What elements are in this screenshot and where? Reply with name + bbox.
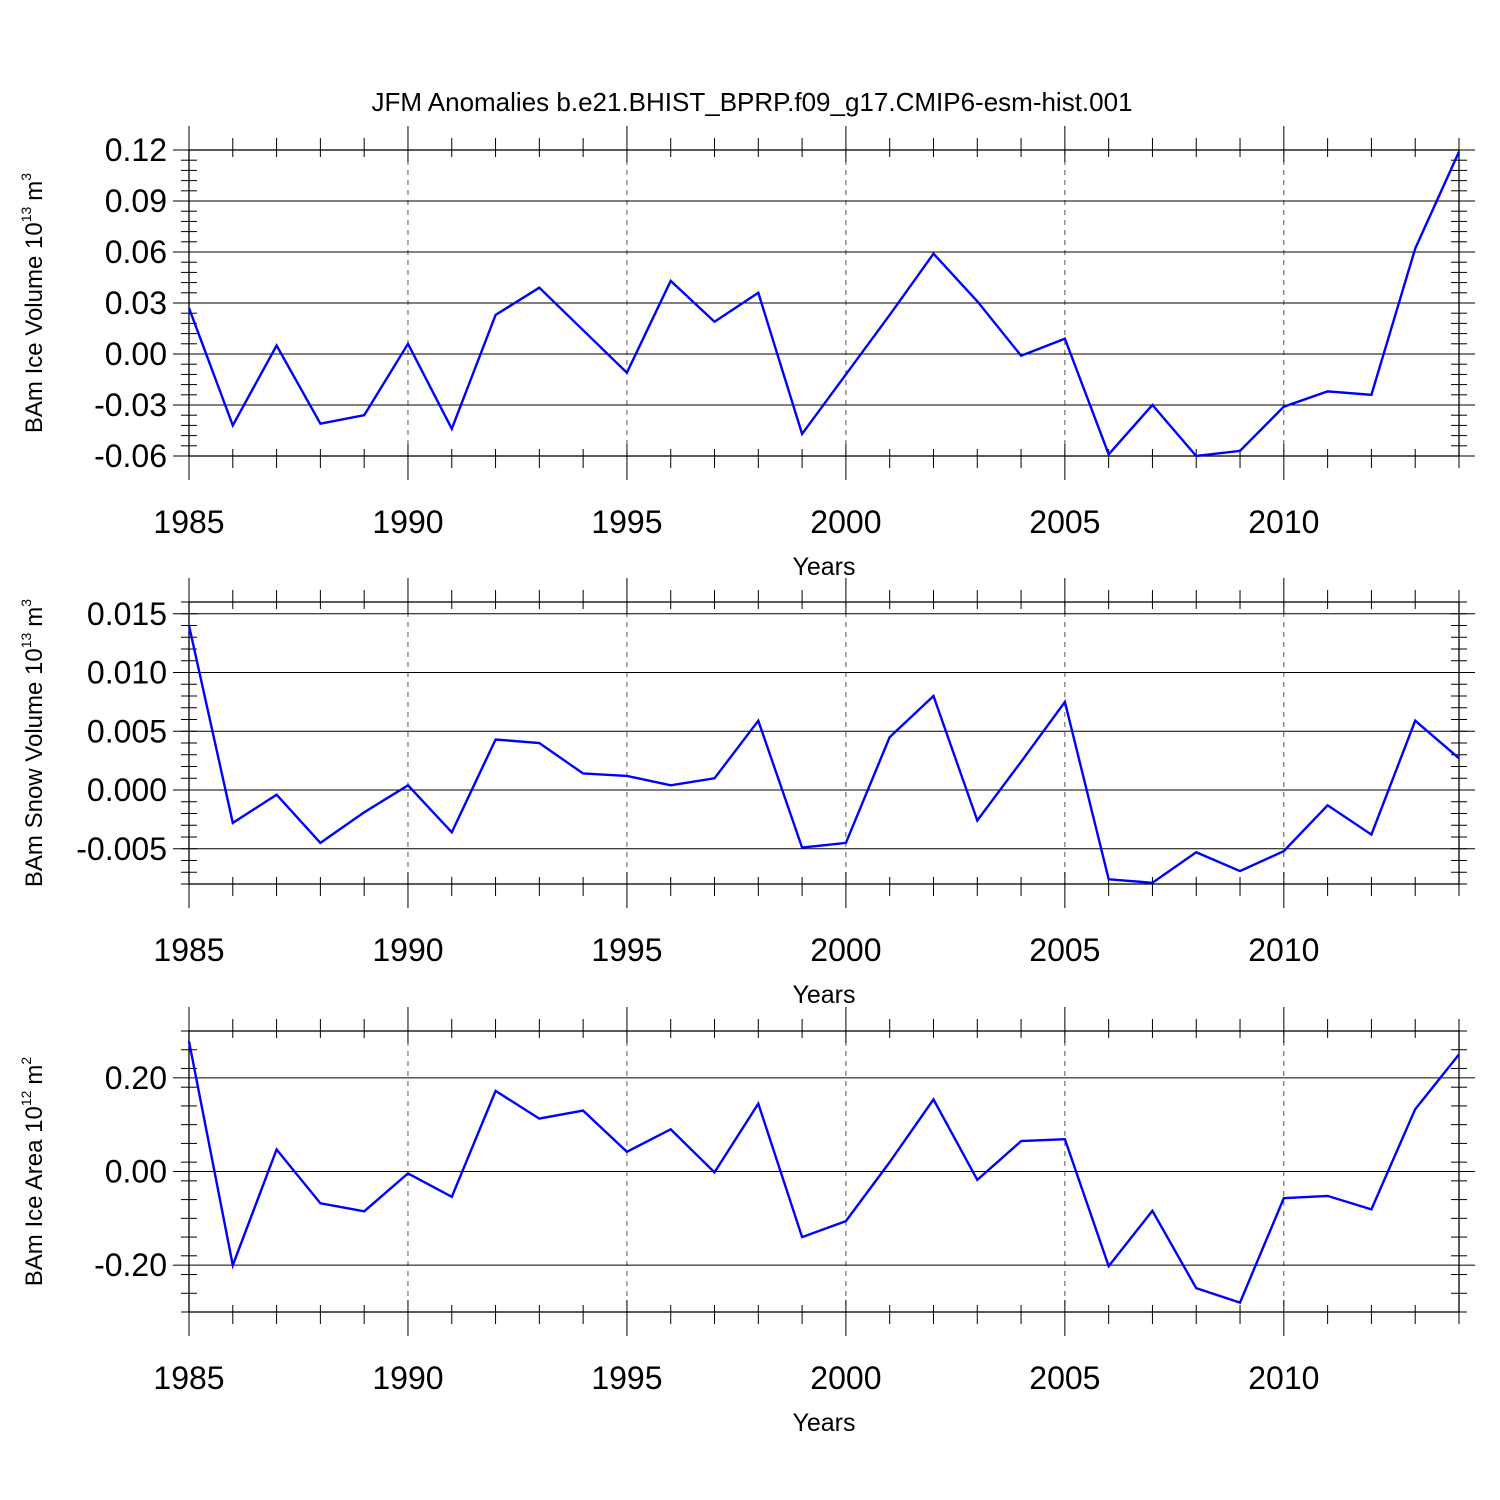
x-tick-label: 2005: [1029, 932, 1100, 968]
y-tick-label: 0.03: [105, 285, 167, 321]
y-tick-label: -0.03: [94, 387, 167, 423]
x-tick-label: 1990: [372, 932, 443, 968]
y-tick-label: 0.00: [105, 1154, 167, 1190]
y-axis-title-unit: m: [21, 1065, 48, 1085]
x-tick-label: 1985: [153, 932, 224, 968]
y-tick-label: 0.010: [87, 655, 167, 691]
chart-panels: 0.12 0.09 0.06 0.03 0.00 -0.03 -0.06 1985 1990 19…: [18, 126, 1475, 1437]
x-tick-label: 1985: [153, 1360, 224, 1396]
y-axis-title-unit: m: [21, 181, 48, 201]
x-tick-label: 1990: [372, 504, 443, 540]
y-axis-title-prefix: BAm Snow Volume 10: [21, 648, 48, 887]
y-tick-label: 0.09: [105, 183, 167, 219]
x-axis-title: Years: [792, 1409, 855, 1437]
y-tick-label: 0.00: [105, 336, 167, 372]
y-tick-label: -0.005: [76, 831, 167, 867]
y-tick-label: 0.20: [105, 1060, 167, 1096]
x-tick-label: 2005: [1029, 1360, 1100, 1396]
x-axis-title: Years: [792, 981, 855, 1009]
series-line: [187, 625, 1460, 885]
y-tick-label: 0.000: [87, 772, 167, 808]
y-tick-label: 0.12: [105, 132, 167, 168]
x-tick-label: 2010: [1248, 504, 1319, 540]
x-axis-title: Years: [792, 553, 855, 581]
chart-panel-2: 0.015 0.010 0.005 0.000 -0.005 1985 1990 1995 20…: [18, 578, 1475, 1009]
y-axis-title-unit: m: [21, 607, 48, 627]
y-tick-label: 0.005: [87, 713, 167, 749]
x-tick-label: 2010: [1248, 932, 1319, 968]
x-tick-label: 2000: [810, 932, 881, 968]
y-axis-title-exponent: 13: [18, 207, 34, 223]
y-tick-label: -0.06: [94, 438, 167, 474]
y-axis-title-unit-exponent: 3: [18, 173, 34, 181]
x-tick-label: 2010: [1248, 1360, 1319, 1396]
series-line: [187, 1041, 1460, 1305]
x-tick-label: 2000: [810, 1360, 881, 1396]
x-tick-label: 2005: [1029, 504, 1100, 540]
x-tick-label: 2000: [810, 504, 881, 540]
x-tick-label: 1985: [153, 504, 224, 540]
y-tick-label: -0.20: [94, 1247, 167, 1283]
chart-panel-3: 0.20 0.00 -0.20 1985 1990 1995 2000 2005 2010 Yea…: [18, 1007, 1475, 1437]
chart-panel-1: 0.12 0.09 0.06 0.03 0.00 -0.03 -0.06 1985 1990 19…: [18, 126, 1475, 581]
y-axis-title: BAm Ice Volume 1013 m3: [18, 173, 48, 433]
y-axis-title-prefix: BAm Ice Volume 10: [21, 222, 48, 433]
y-axis-title-prefix: BAm Ice Area 10: [21, 1106, 48, 1286]
y-axis-title-unit-exponent: 2: [18, 1057, 34, 1065]
x-tick-label: 1990: [372, 1360, 443, 1396]
y-axis-title-exponent: 12: [18, 1090, 34, 1106]
y-tick-label: 0.06: [105, 234, 167, 270]
y-tick-label: 0.015: [87, 596, 167, 632]
x-tick-label: 1995: [591, 932, 662, 968]
series-line: [187, 151, 1461, 458]
y-axis-title-unit-exponent: 3: [18, 599, 34, 607]
y-axis-title: BAm Ice Area 1012 m2: [18, 1057, 48, 1287]
y-axis-title: BAm Snow Volume 1013 m3: [18, 599, 48, 887]
x-tick-label: 1995: [591, 504, 662, 540]
y-axis-title-exponent: 13: [18, 633, 34, 649]
x-tick-label: 1995: [591, 1360, 662, 1396]
figure-title: JFM Anomalies b.e21.BHIST_BPRP.f09_g17.C…: [371, 87, 1132, 117]
